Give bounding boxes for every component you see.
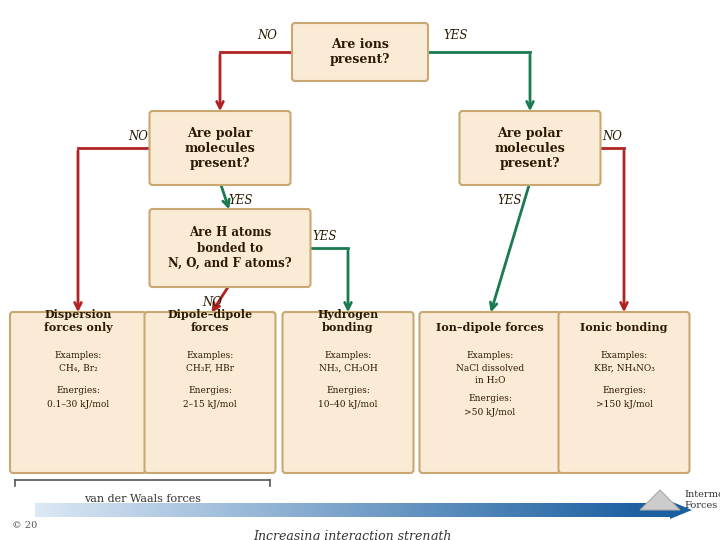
FancyBboxPatch shape	[150, 209, 310, 287]
Text: Increasing interaction strength: Increasing interaction strength	[253, 530, 451, 540]
Text: Intermolecular
Forces: Intermolecular Forces	[684, 490, 720, 510]
FancyBboxPatch shape	[420, 312, 560, 473]
Text: in H₂O: in H₂O	[474, 376, 505, 385]
Text: Examples:: Examples:	[325, 351, 372, 360]
Text: Energies:: Energies:	[56, 386, 100, 395]
Text: CH₃F, HBr: CH₃F, HBr	[186, 364, 234, 373]
Polygon shape	[640, 490, 680, 510]
Text: NH₃, CH₃OH: NH₃, CH₃OH	[319, 364, 377, 373]
Text: YES: YES	[498, 194, 522, 207]
FancyBboxPatch shape	[150, 111, 290, 185]
Text: 0.1–30 kJ/mol: 0.1–30 kJ/mol	[47, 400, 109, 409]
Text: Hydrogen
bonding: Hydrogen bonding	[318, 309, 379, 333]
Text: Are H atoms
bonded to
N, O, and F atoms?: Are H atoms bonded to N, O, and F atoms?	[168, 226, 292, 269]
FancyArrow shape	[650, 501, 692, 519]
Text: Examples:: Examples:	[600, 351, 647, 360]
Text: 10–40 kJ/mol: 10–40 kJ/mol	[318, 400, 378, 409]
Text: YES: YES	[312, 230, 336, 243]
FancyBboxPatch shape	[559, 312, 690, 473]
Text: Examples:: Examples:	[467, 351, 513, 360]
Text: YES: YES	[443, 29, 467, 42]
Text: CH₄, Br₂: CH₄, Br₂	[58, 364, 97, 373]
Text: Ion–dipole forces: Ion–dipole forces	[436, 322, 544, 333]
Text: © 20: © 20	[12, 521, 37, 530]
Text: NO: NO	[202, 296, 222, 309]
Text: Dispersion
forces only: Dispersion forces only	[44, 309, 112, 333]
Text: van der Waals forces: van der Waals forces	[84, 494, 201, 504]
FancyBboxPatch shape	[145, 312, 276, 473]
Text: Energies:: Energies:	[188, 386, 232, 395]
FancyBboxPatch shape	[10, 312, 146, 473]
Text: NaCl dissolved: NaCl dissolved	[456, 364, 524, 373]
Text: Are polar
molecules
present?: Are polar molecules present?	[184, 126, 256, 170]
Text: Examples:: Examples:	[55, 351, 102, 360]
FancyBboxPatch shape	[282, 312, 413, 473]
Text: KBr, NH₄NO₃: KBr, NH₄NO₃	[593, 364, 654, 373]
Text: >50 kJ/mol: >50 kJ/mol	[464, 408, 516, 417]
Text: Are ions
present?: Are ions present?	[330, 38, 390, 66]
Text: Dipole–dipole
forces: Dipole–dipole forces	[168, 309, 253, 333]
Text: YES: YES	[228, 194, 253, 207]
Text: Energies:: Energies:	[468, 394, 512, 403]
FancyBboxPatch shape	[292, 23, 428, 81]
Text: NO: NO	[128, 130, 148, 143]
FancyBboxPatch shape	[459, 111, 600, 185]
Text: >150 kJ/mol: >150 kJ/mol	[595, 400, 652, 409]
Text: NO: NO	[257, 29, 277, 42]
Text: NO: NO	[602, 130, 622, 143]
Text: 2–15 kJ/mol: 2–15 kJ/mol	[183, 400, 237, 409]
Text: Are polar
molecules
present?: Are polar molecules present?	[495, 126, 565, 170]
Text: Ionic bonding: Ionic bonding	[580, 322, 667, 333]
Text: Energies:: Energies:	[326, 386, 370, 395]
Text: Examples:: Examples:	[186, 351, 233, 360]
Text: Energies:: Energies:	[602, 386, 646, 395]
